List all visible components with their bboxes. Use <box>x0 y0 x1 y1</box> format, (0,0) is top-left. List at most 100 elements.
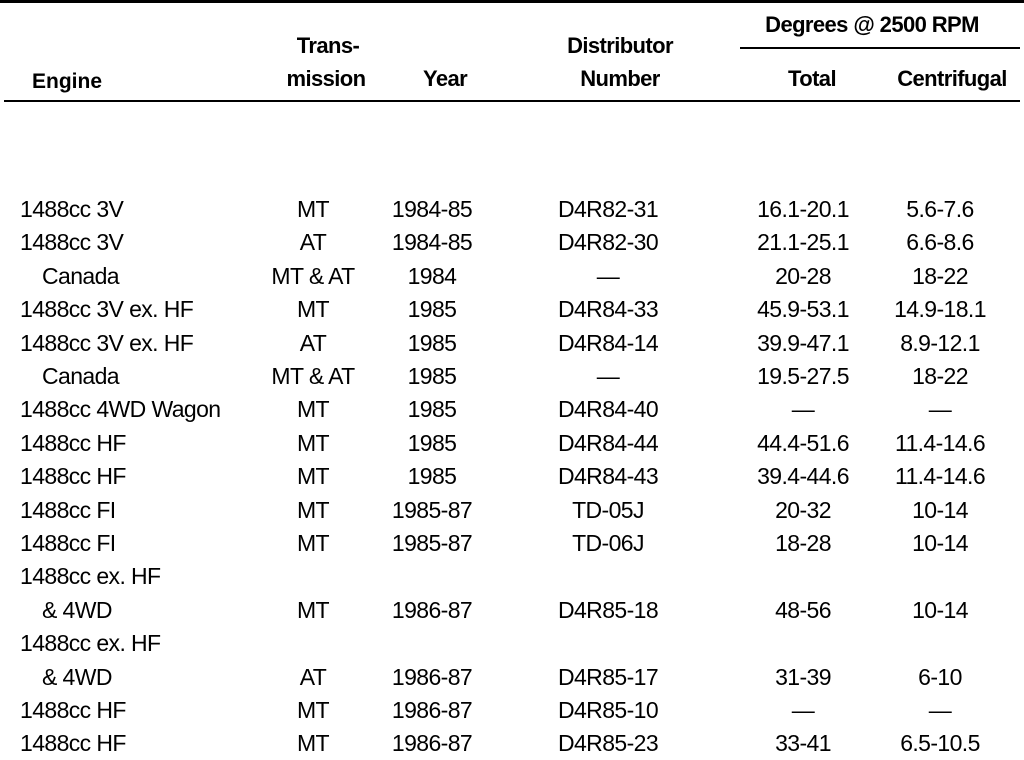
engine-cell: Canada <box>42 262 120 289</box>
centrifugal-cell: 10-14 <box>912 596 968 623</box>
year-cell: 1984-85 <box>391 196 473 222</box>
engine-cell: 1488cc ex. HF <box>20 563 161 590</box>
centrifugal-cell: 14.9-18.1 <box>894 296 986 323</box>
engine-cell: & 4WD <box>42 663 112 690</box>
distributor-cell: D4R85-17 <box>557 663 659 690</box>
distributor-cell: D4R85-23 <box>557 730 659 757</box>
year-cell: 1985 <box>407 429 457 456</box>
total-cell: 45.9-53.1 <box>757 296 849 323</box>
engine-cell: & 4WD <box>42 596 112 623</box>
distributor-cell: D4R85-10 <box>557 697 659 723</box>
year-cell: 1985-87 <box>391 530 473 556</box>
engine-cell: 1488cc HF <box>20 697 126 723</box>
engine-cell: 1488cc FI <box>20 530 116 556</box>
engine-cell: 1488cc HF <box>20 463 126 490</box>
centrifugal-cell: 6.6-8.6 <box>906 229 974 256</box>
engine-cell: 1488cc ex. HF <box>20 630 161 657</box>
transmission-cell: AT <box>299 663 327 690</box>
distributor-cell: D4R82-31 <box>557 196 659 222</box>
distributor-cell: TD-06J <box>572 530 644 556</box>
total-cell: 39.4-44.6 <box>757 463 849 490</box>
centrifugal-cell: — <box>928 396 952 423</box>
year-cell: 1985 <box>407 329 457 356</box>
distributor-cell: TD-05J <box>572 496 644 523</box>
group-rule <box>740 47 1020 49</box>
top-rule <box>0 0 1024 3</box>
header-trans: Trans- <box>296 33 360 58</box>
total-cell: 16.1-20.1 <box>757 196 849 222</box>
engine-cell: Canada <box>42 363 120 389</box>
engine-cell: 1488cc 3V <box>20 196 124 222</box>
total-cell: — <box>791 697 815 723</box>
total-cell: 20-32 <box>775 496 831 523</box>
transmission-cell: MT <box>296 296 330 323</box>
year-cell: 1985-87 <box>391 496 473 523</box>
transmission-cell: AT <box>299 229 327 256</box>
total-cell: 39.9-47.1 <box>757 329 849 356</box>
total-cell: 19.5-27.5 <box>757 363 849 389</box>
header-centrifugal: Centrifugal <box>897 66 1007 91</box>
transmission-cell: MT <box>296 697 330 723</box>
distributor-cell: D4R85-18 <box>557 596 659 623</box>
centrifugal-cell: 5.6-7.6 <box>906 196 974 222</box>
transmission-cell: MT <box>296 530 330 556</box>
centrifugal-cell: 6.5-10.5 <box>900 730 980 757</box>
engine-cell: 1488cc FI <box>20 496 116 523</box>
transmission-cell: MT <box>296 196 330 222</box>
engine-cell: 1488cc 3V ex. HF <box>20 296 194 323</box>
transmission-cell: MT <box>296 429 330 456</box>
distributor-cell: D4R82-30 <box>557 229 659 256</box>
distributor-cell: — <box>596 262 620 289</box>
total-cell: 18-28 <box>775 530 831 556</box>
total-cell: 48-56 <box>775 596 831 623</box>
distributor-cell: D4R84-43 <box>557 463 659 490</box>
year-cell: 1986-87 <box>391 663 473 690</box>
header-distributor: Number <box>580 66 660 91</box>
engine-cell: 1488cc 3V <box>20 229 124 256</box>
transmission-cell: MT <box>296 396 330 423</box>
total-cell: 44.4-51.6 <box>757 429 849 456</box>
distributor-cell: D4R84-44 <box>557 429 659 456</box>
centrifugal-cell: — <box>928 697 952 723</box>
centrifugal-cell: 8.9-12.1 <box>900 329 980 356</box>
header-year: Year <box>422 66 468 91</box>
header-distributor: Distributor <box>567 33 673 58</box>
transmission-cell: MT <box>296 496 330 523</box>
distributor-cell: D4R84-33 <box>557 296 659 323</box>
transmission-cell: MT <box>296 596 330 623</box>
year-cell: 1985 <box>407 296 457 323</box>
transmission-cell: AT <box>299 329 327 356</box>
transmission-cell: MT & AT <box>271 262 355 289</box>
year-cell: 1984-85 <box>391 229 473 256</box>
transmission-cell: MT & AT <box>271 363 355 389</box>
centrifugal-cell: 6-10 <box>918 663 962 690</box>
total-cell: 21.1-25.1 <box>757 229 849 256</box>
distributor-cell: — <box>596 363 620 389</box>
engine-cell: 1488cc 3V ex. HF <box>20 329 194 356</box>
header-engine: Engine <box>32 70 103 93</box>
centrifugal-cell: 11.4-14.6 <box>894 463 986 490</box>
distributor-cell: D4R84-40 <box>557 396 659 423</box>
total-cell: 33-41 <box>775 730 831 757</box>
centrifugal-cell: 10-14 <box>912 496 968 523</box>
engine-cell: 1488cc HF <box>20 429 126 456</box>
total-cell: — <box>791 396 815 423</box>
centrifugal-cell: 18-22 <box>912 363 968 389</box>
total-cell: 31-39 <box>775 663 831 690</box>
engine-cell: 1488cc HF <box>20 730 126 757</box>
year-cell: 1985 <box>407 396 457 423</box>
year-cell: 1985 <box>407 463 457 490</box>
header-rule <box>4 100 1020 102</box>
transmission-cell: MT <box>296 730 330 757</box>
distributor-cell: D4R84-14 <box>557 329 659 356</box>
header-total: Total <box>788 66 837 91</box>
centrifugal-cell: 18-22 <box>912 262 968 289</box>
total-cell: 20-28 <box>775 262 831 289</box>
year-cell: 1984 <box>407 262 457 289</box>
year-cell: 1986-87 <box>391 596 473 623</box>
header-degrees: Degrees @ 2500 RPM <box>765 12 979 37</box>
centrifugal-cell: 11.4-14.6 <box>894 429 986 456</box>
centrifugal-cell: 10-14 <box>912 530 968 556</box>
header-trans: mission <box>286 66 367 91</box>
